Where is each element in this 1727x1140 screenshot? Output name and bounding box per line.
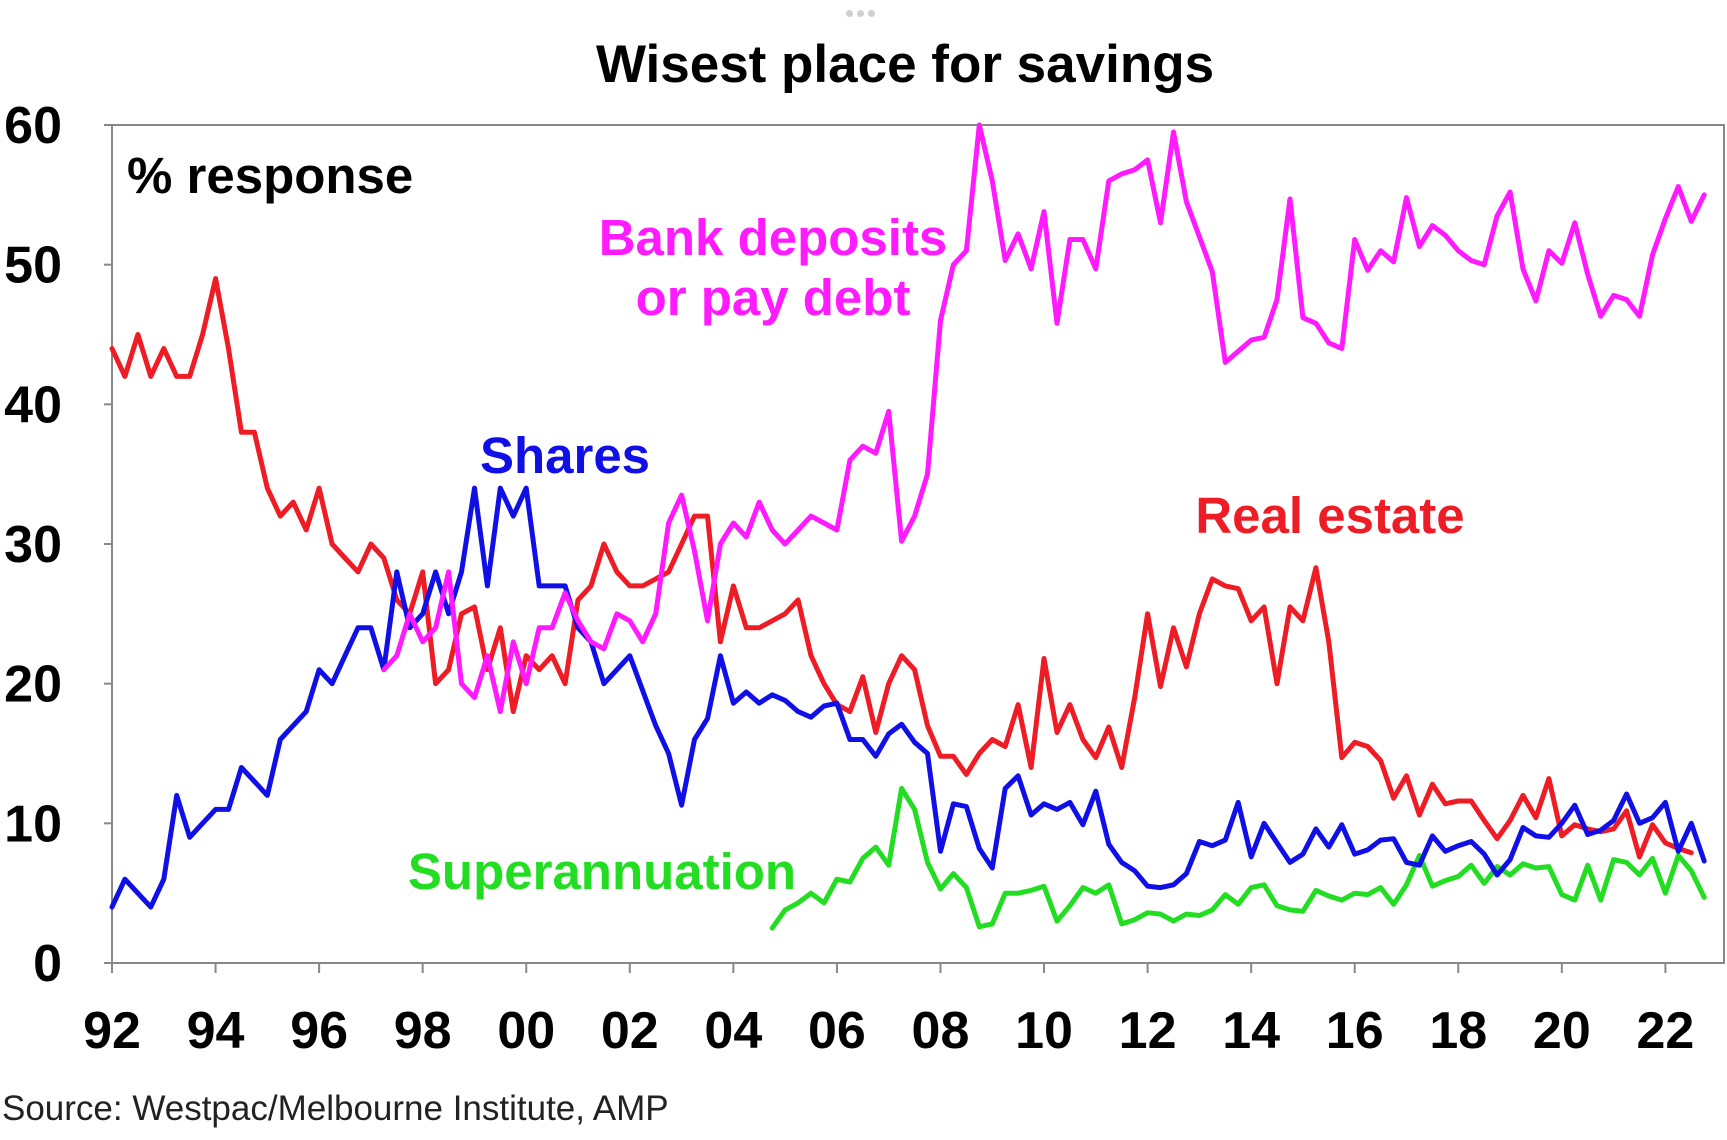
x-tick-label: 98 bbox=[394, 1002, 452, 1060]
x-tick-label: 04 bbox=[704, 1002, 762, 1060]
x-tick-label: 00 bbox=[497, 1002, 555, 1060]
series-label-bank-deposits: Bank deposits bbox=[599, 209, 948, 266]
x-tick-label: 14 bbox=[1222, 1002, 1280, 1060]
x-tick-label: 02 bbox=[601, 1002, 659, 1060]
x-tick-label: 22 bbox=[1636, 1002, 1694, 1060]
x-tick-label: 96 bbox=[290, 1002, 348, 1060]
x-tick-label: 12 bbox=[1119, 1002, 1177, 1060]
series-line-superannuation bbox=[769, 785, 1707, 931]
y-axis: 0 10 20 30 40 50 60 bbox=[4, 97, 112, 993]
drag-dot-icon bbox=[868, 10, 875, 17]
x-tick-label: 16 bbox=[1326, 1002, 1384, 1060]
x-tick-label: 18 bbox=[1429, 1002, 1487, 1060]
y-tick-label: 10 bbox=[4, 795, 62, 853]
y-tick-label: 40 bbox=[4, 376, 62, 434]
x-tick-label: 20 bbox=[1533, 1002, 1591, 1060]
series-label-shares: Shares bbox=[480, 427, 650, 484]
drag-handle[interactable] bbox=[846, 4, 880, 17]
drag-dot-icon bbox=[857, 10, 864, 17]
x-axis: 92 94 96 98 00 02 04 06 08 10 12 14 16 18 20 22 bbox=[83, 963, 1694, 1060]
x-tick-label: 10 bbox=[1015, 1002, 1073, 1060]
series-label-pay-debt: or pay debt bbox=[636, 269, 911, 326]
y-tick-label: 20 bbox=[4, 656, 62, 714]
drag-dot-icon bbox=[846, 10, 853, 17]
series-line-shares bbox=[109, 485, 1707, 910]
y-unit-label: % response bbox=[127, 147, 413, 204]
series-lines bbox=[109, 122, 1707, 931]
series-label-superannuation: Superannuation bbox=[408, 843, 796, 900]
chart-title: Wisest place for savings bbox=[596, 35, 1214, 94]
x-tick-label: 08 bbox=[912, 1002, 970, 1060]
y-tick-label: 0 bbox=[33, 935, 62, 993]
x-tick-label: 94 bbox=[187, 1002, 245, 1060]
series-line-real-estate bbox=[109, 276, 1694, 860]
y-tick-label: 50 bbox=[4, 237, 62, 295]
x-tick-label: 06 bbox=[808, 1002, 866, 1060]
x-tick-label: 92 bbox=[83, 1002, 141, 1060]
series-line-bank-deposits-or-pay-debt bbox=[381, 122, 1707, 715]
y-tick-label: 60 bbox=[4, 97, 62, 155]
y-tick-label: 30 bbox=[4, 516, 62, 574]
series-label-real-estate: Real estate bbox=[1195, 487, 1464, 544]
source-note: Source: Westpac/Melbourne Institute, AMP bbox=[2, 1089, 669, 1128]
